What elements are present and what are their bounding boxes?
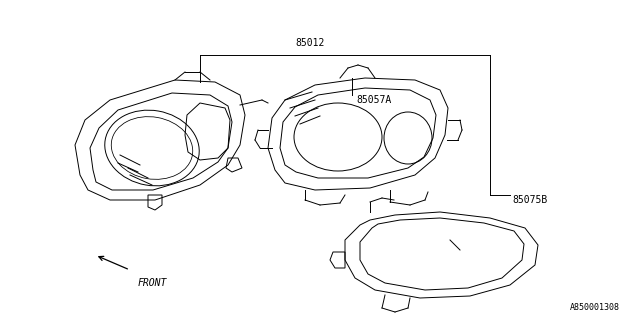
Text: 85012: 85012: [295, 38, 324, 48]
Text: FRONT: FRONT: [138, 278, 168, 288]
Text: 85057A: 85057A: [356, 95, 391, 105]
Text: 85075B: 85075B: [512, 195, 547, 205]
Text: A850001308: A850001308: [570, 303, 620, 312]
